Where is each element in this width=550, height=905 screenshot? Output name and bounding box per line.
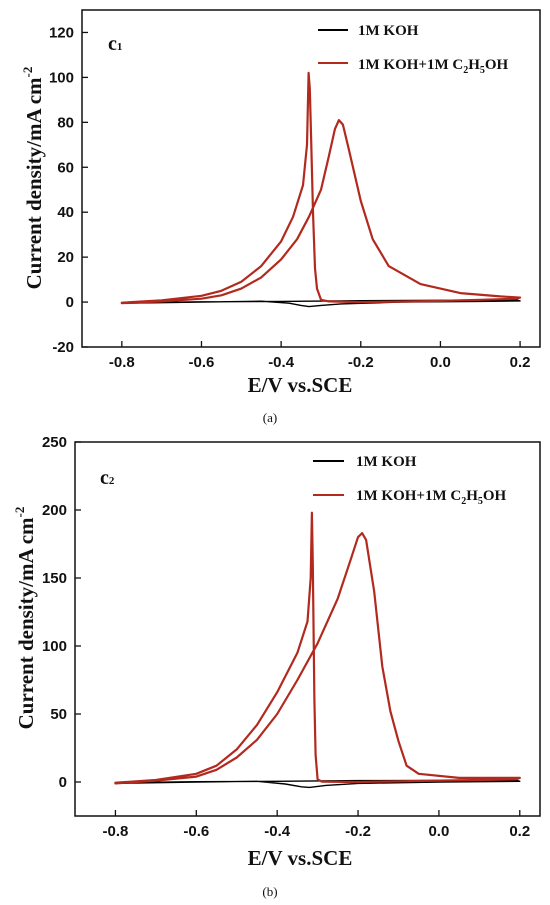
x-axis-label: E/V vs.SCE <box>248 373 353 397</box>
series-line-koh <box>114 779 521 789</box>
series-group <box>120 71 522 308</box>
y-tick-label: 0 <box>66 294 74 311</box>
x-tick-label: -0.4 <box>268 354 295 371</box>
x-tick-label: 0.0 <box>430 354 451 371</box>
legend: 1M KOH 1M KOH+1M C2H5OH <box>318 23 509 76</box>
series-line-koh-ethanol <box>114 511 521 785</box>
y-tick-label: 200 <box>42 502 67 519</box>
y-axis-label: Current density/mA cm-2 <box>12 507 38 730</box>
x-tick-label: -0.8 <box>109 354 135 371</box>
y-tick-label: 20 <box>57 249 74 266</box>
panel-a: -0.8 -0.6 -0.4 -0.2 0.0 0.2 -20 0 20 40 60 80 100 120… <box>20 9 541 425</box>
legend-label-ethanol: 1M KOH+1M C2H5OH <box>358 57 509 76</box>
legend-label-koh: 1M KOH <box>356 454 417 470</box>
x-tick-label: 0.0 <box>428 823 449 840</box>
plot-frame <box>81 9 541 348</box>
y-tick-label: 50 <box>50 706 67 723</box>
y-tick-label: -20 <box>52 339 74 356</box>
x-tick-label: -0.2 <box>348 354 374 371</box>
legend: 1M KOH 1M KOH+1M C2H5OH <box>313 454 507 507</box>
y-tick-label: 120 <box>49 24 74 41</box>
panel-b: -0.8 -0.6 -0.4 -0.2 0.0 0.2 0 50 100 150 200 250 c2… <box>12 434 541 899</box>
x-tick-label: -0.6 <box>189 354 215 371</box>
y-tick-label: 250 <box>42 434 67 451</box>
y-tick-label: 60 <box>57 159 74 176</box>
y-axis-label: Current density/mA cm-2 <box>20 67 46 290</box>
tick-group <box>82 31 521 348</box>
tick-labels: -0.8 -0.6 -0.4 -0.2 0.0 0.2 0 50 100 150 200 250 <box>42 434 530 840</box>
x-axis-label: E/V vs.SCE <box>248 846 353 870</box>
y-tick-label: 40 <box>57 204 74 221</box>
tick-group <box>75 441 521 816</box>
x-tick-label: -0.2 <box>345 823 371 840</box>
x-tick-label: -0.4 <box>264 823 291 840</box>
x-tick-label: -0.6 <box>183 823 209 840</box>
legend-label-koh: 1M KOH <box>358 23 419 39</box>
panel-caption: (b) <box>262 884 277 899</box>
x-tick-label: -0.8 <box>103 823 129 840</box>
y-tick-label: 80 <box>57 114 74 131</box>
series-group <box>114 511 521 789</box>
panel-caption: (a) <box>263 410 277 425</box>
x-tick-label: 0.2 <box>510 354 531 371</box>
y-tick-label: 100 <box>42 638 67 655</box>
y-tick-label: 100 <box>49 69 74 86</box>
tick-labels: -0.8 -0.6 -0.4 -0.2 0.0 0.2 -20 0 20 40 60 80 100 120 <box>49 24 531 371</box>
panel-label: c2 <box>100 467 115 489</box>
series-line-koh-ethanol <box>120 71 522 305</box>
plot-frame <box>74 441 541 817</box>
panel-label: c1 <box>108 33 122 55</box>
y-tick-label: 150 <box>42 570 67 587</box>
legend-label-ethanol: 1M KOH+1M C2H5OH <box>356 488 507 507</box>
y-tick-label: 0 <box>59 774 67 791</box>
x-tick-label: 0.2 <box>509 823 530 840</box>
